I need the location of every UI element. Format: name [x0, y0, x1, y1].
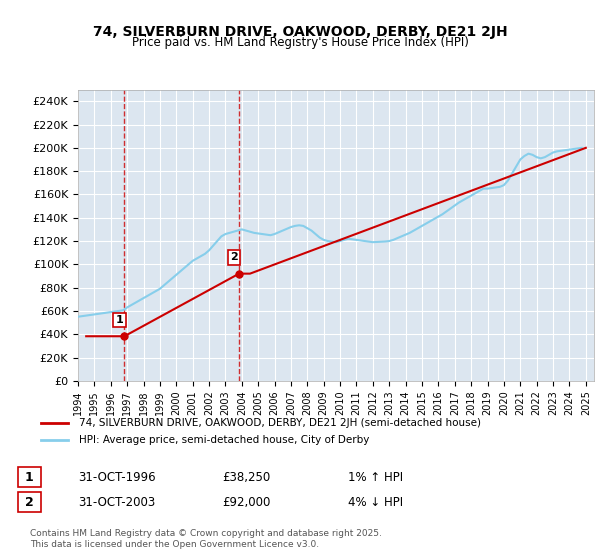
Text: 4% ↓ HPI: 4% ↓ HPI	[348, 496, 403, 509]
Text: £38,250: £38,250	[222, 470, 270, 484]
Text: 2: 2	[25, 496, 34, 509]
Text: Price paid vs. HM Land Registry's House Price Index (HPI): Price paid vs. HM Land Registry's House …	[131, 36, 469, 49]
Text: 1: 1	[116, 315, 124, 325]
Text: 1% ↑ HPI: 1% ↑ HPI	[348, 470, 403, 484]
Text: 31-OCT-1996: 31-OCT-1996	[78, 470, 155, 484]
Text: 74, SILVERBURN DRIVE, OAKWOOD, DERBY, DE21 2JH: 74, SILVERBURN DRIVE, OAKWOOD, DERBY, DE…	[92, 25, 508, 39]
Text: HPI: Average price, semi-detached house, City of Derby: HPI: Average price, semi-detached house,…	[79, 435, 369, 445]
Text: 2: 2	[230, 253, 238, 262]
Text: 1: 1	[25, 470, 34, 484]
Text: 31-OCT-2003: 31-OCT-2003	[78, 496, 155, 509]
Text: 74, SILVERBURN DRIVE, OAKWOOD, DERBY, DE21 2JH (semi-detached house): 74, SILVERBURN DRIVE, OAKWOOD, DERBY, DE…	[79, 418, 481, 428]
Text: £92,000: £92,000	[222, 496, 271, 509]
Text: Contains HM Land Registry data © Crown copyright and database right 2025.
This d: Contains HM Land Registry data © Crown c…	[30, 529, 382, 549]
